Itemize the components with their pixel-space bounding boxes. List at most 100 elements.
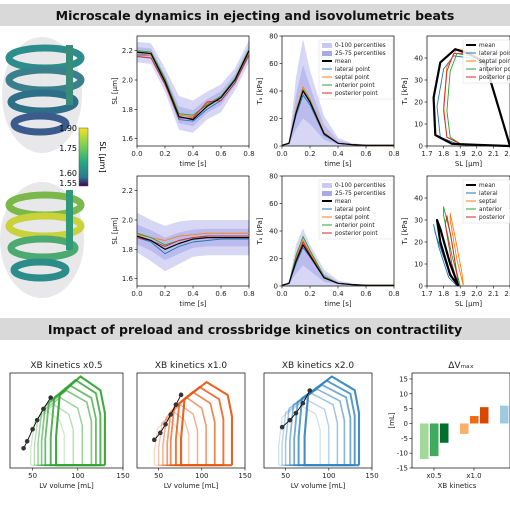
y-tick-label: 0 <box>274 143 278 151</box>
chart-ta-sl-eject: 1.7 1.8 1.9 2.0 2.1 2.2 0 10 20 30 40 SL [µm] Tₐ [kP… <box>401 35 510 168</box>
x-tick-label: 0.4 <box>187 150 199 158</box>
x-tick-label: 0.6 <box>215 150 227 158</box>
y-tick-label: 0 <box>419 283 423 291</box>
pv-loop <box>30 410 65 466</box>
y-axis-label: Tₐ [kPa] <box>401 77 409 105</box>
bar <box>460 423 469 434</box>
series-posterior-point <box>136 235 249 247</box>
legend-entry: mean <box>479 183 496 189</box>
x-axis-label: LV volume [mL] <box>39 482 94 490</box>
x-tick-label: 2.0 <box>471 150 482 158</box>
x-tick-label: 100 <box>195 472 208 480</box>
colorbar: 1.90 1.75 1.60 1.55 SL [µm] <box>59 124 107 188</box>
x-tick-label: 50 <box>154 472 163 480</box>
y-tick-label: 10 <box>414 261 423 269</box>
y-tick-label: 60 <box>269 60 278 68</box>
series-septal-point <box>136 232 249 241</box>
x-axis-label: time [s] <box>324 300 351 308</box>
x-tick-label: 0.8 <box>243 290 254 298</box>
legend-entry: lateral point <box>335 207 371 213</box>
x-tick-label: 0.4 <box>332 150 344 158</box>
y-axis-label: Tₐ [kPa] <box>256 217 264 245</box>
espvr-point <box>307 388 313 393</box>
svg-text:1.75: 1.75 <box>59 144 77 153</box>
plot-frame <box>263 372 373 469</box>
legend-swatch <box>322 43 332 48</box>
heart-render-top <box>2 37 85 153</box>
y-tick-label: 80 <box>269 33 278 41</box>
y-tick-label: -10 <box>397 450 408 458</box>
x-axis-label: SL [µm] <box>455 300 483 308</box>
x-tick-label: x1.0 <box>466 472 481 480</box>
pv-loop <box>55 375 106 467</box>
legend: mean lateral septal anterior posterior <box>462 179 510 224</box>
pv-loop <box>278 403 321 466</box>
legend-entry: 25-75 percentiles <box>335 191 386 197</box>
series-mean <box>281 244 394 286</box>
pv-loop <box>49 378 102 467</box>
legend-entry: anterior point <box>479 67 510 73</box>
espvr-point <box>21 445 26 451</box>
x-tick-label: 2.0 <box>471 290 482 298</box>
legend-entry: posterior point <box>335 231 378 237</box>
y-tick-label: -15 <box>397 465 408 473</box>
x-tick-label: 0.8 <box>388 150 399 158</box>
plot-frame <box>9 372 124 469</box>
x-tick-label: 0.6 <box>360 290 372 298</box>
x-tick-label: 0.6 <box>360 150 372 158</box>
series-anterior-point <box>136 49 250 116</box>
legend-entry: lateral point <box>335 67 371 73</box>
bar <box>440 423 449 443</box>
y-tick-label: 30 <box>414 217 423 225</box>
legend-entry: mean <box>335 59 352 65</box>
legend-swatch <box>322 51 332 56</box>
bar <box>430 423 439 457</box>
legend-entry: lateral point <box>479 51 510 57</box>
espvr-point <box>300 400 306 406</box>
espvr-point <box>48 395 53 400</box>
y-axis-label: [mL] <box>388 412 396 428</box>
espvr-point <box>24 438 30 444</box>
espvr-point <box>293 410 299 416</box>
x-axis-label: LV volume [mL] <box>164 482 219 490</box>
pv-loop <box>281 398 330 466</box>
series-posterior-point <box>136 54 250 119</box>
y-tick-label: 15 <box>399 375 408 383</box>
espvr-point <box>151 437 157 443</box>
legend-entry: 0-100 percentiles <box>335 183 386 189</box>
y-tick-label: 40 <box>414 55 423 63</box>
y-tick-label: 1.8 <box>122 106 133 114</box>
x-tick-label: 0.0 <box>276 150 287 158</box>
band-25-75 <box>282 64 394 146</box>
pv-loop <box>153 417 181 466</box>
svg-text:1.55: 1.55 <box>59 179 77 188</box>
y-tick-label: 10 <box>414 121 423 129</box>
y-axis-label: Tₐ [kPa] <box>256 77 264 105</box>
y-tick-label: 0 <box>419 143 423 151</box>
x-tick-label: 0.2 <box>159 290 170 298</box>
legend-entry: septal <box>479 199 497 205</box>
x-tick-label: 1.7 <box>421 150 432 158</box>
espvr-point <box>163 422 168 427</box>
panel-title: XB kinetics x0.5 <box>30 361 102 371</box>
series-mean <box>281 90 394 146</box>
y-axis-label: Tₐ [kPa] <box>401 217 409 245</box>
x-tick-label: 2.2 <box>504 150 510 158</box>
chart-pv-x20: 50 100 150 XB kinetics x2.0 LV volume [mL] <box>263 361 379 490</box>
panel-title: ΔVₘₐₓ <box>448 361 473 371</box>
legend-entry: anterior point <box>335 83 375 89</box>
legend-entry: 0-100 percentiles <box>335 43 386 49</box>
x-tick-label: 50 <box>28 472 37 480</box>
x-tick-label: 0.0 <box>276 290 287 298</box>
legend: 0-100 percentiles 25-75 percentiles mean la… <box>318 179 394 240</box>
series-mean <box>136 235 249 250</box>
svg-text:1.60: 1.60 <box>59 169 77 178</box>
y-tick-label: 1.6 <box>122 135 134 143</box>
x-tick-label: 2.1 <box>488 290 499 298</box>
pv-loop <box>303 375 361 467</box>
chart-sl-iso: 0.0 0.2 0.4 0.6 0.8 1.6 1.8 2.0 2.2 time [s] SL [µ… <box>111 175 255 308</box>
x-tick-label: 1.8 <box>438 150 449 158</box>
band-25-75 <box>282 236 394 286</box>
bar <box>480 407 489 424</box>
y-tick-label: 40 <box>269 228 278 236</box>
